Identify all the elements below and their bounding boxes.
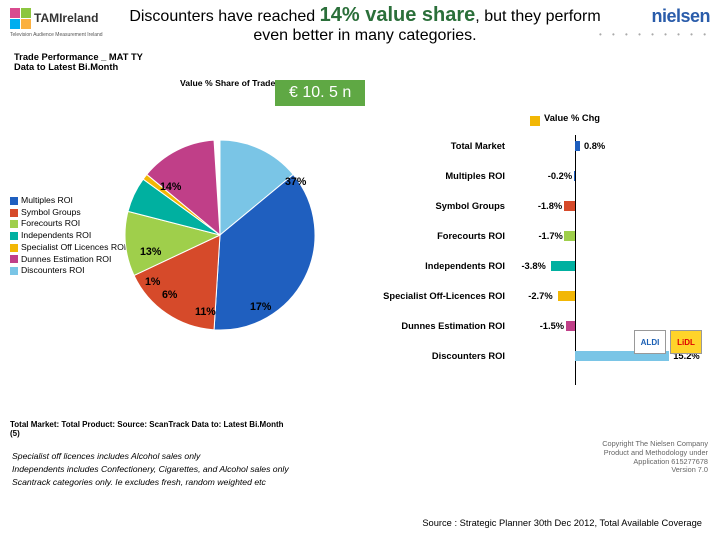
pie-slice-label: 11% [195,306,216,318]
pie-slice-label: 13% [140,246,162,258]
pie-legend-swatch [10,232,18,240]
bar-row: Forecourts ROI -1.7% [380,225,700,253]
bar-category-label: Discounters ROI [380,351,505,361]
value-callout-box: € 10. 5 n [275,80,365,106]
title-emph: 14% value share [320,4,476,26]
pie-legend-swatch [10,209,18,217]
bar-category-label: Dunnes Estimation ROI [380,321,505,331]
nielsen-dots: • • • • • • • • • [599,30,710,39]
bar-legend-label: Value % Chg [544,113,600,123]
pie-axis-label: Value % Share of Trade [180,78,275,88]
pie-chart: 37% 17% 11% 6%1% 13% 14% [105,120,335,355]
subtitle-2: Data to Latest Bi.Month [14,62,118,72]
bar-row: Symbol Groups -1.8% [380,195,700,223]
copyright-block: Copyright The Nielsen CompanyProduct and… [602,440,708,475]
pie-legend-label: Multiples ROI [21,195,73,207]
bar-category-label: Specialist Off-Licences ROI [380,291,505,301]
bar-category-label: Total Market [380,141,505,151]
pie-slice-label: 14% [160,181,182,193]
footer-note-line: Specialist off licences includes Alcohol… [12,450,289,463]
bar-category-label: Symbol Groups [380,201,505,211]
pie-slice-label: 1% [145,276,161,288]
footer-notes: Specialist off licences includes Alcohol… [12,450,289,489]
bar-value-label: -3.8% [521,261,545,271]
pie-slice-label: 6% [162,289,178,301]
bar-row: Total Market 0.8% [380,135,700,163]
slide-title: Discounters have reached 14% value share… [110,0,620,45]
bar-row: Specialist Off-Licences ROI -2.7% [380,285,700,313]
subtitle-1: Trade Performance _ MAT TY [14,52,143,62]
pie-legend-swatch [10,244,18,252]
pie-slice-label: 17% [250,301,272,313]
pie-legend-swatch [10,197,18,205]
bar-rect [566,321,575,331]
bar-value-label: -0.2% [548,171,572,181]
tam-subtext: Television Audience Measurement Ireland [10,32,103,38]
bar-value-label: -1.5% [540,321,564,331]
nielsen-logo: nielsen [651,6,710,27]
copyright-line: Version 7.0 [602,466,708,475]
footer-note-line: Scantrack categories only. Ie excludes f… [12,476,289,489]
pie-legend-label: Independents ROI [21,230,91,242]
bar-rect [558,291,575,301]
brand-logo: LiDL [670,330,702,354]
pie-legend-swatch [10,255,18,263]
pie-legend-label: Dunnes Estimation ROI [21,254,111,266]
pie-legend-label: Forecourts ROI [21,218,80,230]
bar-row: Independents ROI -3.8% [380,255,700,283]
bar-value-label: 0.8% [584,141,605,151]
tam-ireland-logo: TAMIreland Television Audience Measureme… [10,6,120,36]
pie-legend-swatch [10,267,18,275]
bar-category-label: Independents ROI [380,261,505,271]
bar-rect [564,231,575,241]
bar-category-label: Multiples ROI [380,171,505,181]
footer-note-line: Independents includes Confectionery, Cig… [12,463,289,476]
pie-legend-label: Symbol Groups [21,207,81,219]
pie-legend-swatch [10,220,18,228]
bar-legend-swatch [530,116,540,126]
bar-value-label: -1.8% [538,201,562,211]
bar-value-label: -2.7% [528,291,552,301]
bar-category-label: Forecourts ROI [380,231,505,241]
bar-row: Multiples ROI -0.2% [380,165,700,193]
source-note: Source : Strategic Planner 30th Dec 2012… [422,518,702,528]
bar-rect [574,171,575,181]
bar-rect [551,261,575,271]
bar-rect [564,201,575,211]
bar-value-label: -1.7% [538,231,562,241]
market-footline: Total Market: Total Product: Source: Sca… [10,420,284,438]
title-pre: Discounters have reached [129,8,319,25]
pie-slice-label: 37% [285,176,307,188]
tam-text: TAMIreland [34,11,98,25]
pie-legend-label: Discounters ROI [21,265,85,277]
discounter-brand-logos: ALDILiDL [634,330,702,354]
brand-logo: ALDI [634,330,666,354]
bar-rect [575,141,580,151]
